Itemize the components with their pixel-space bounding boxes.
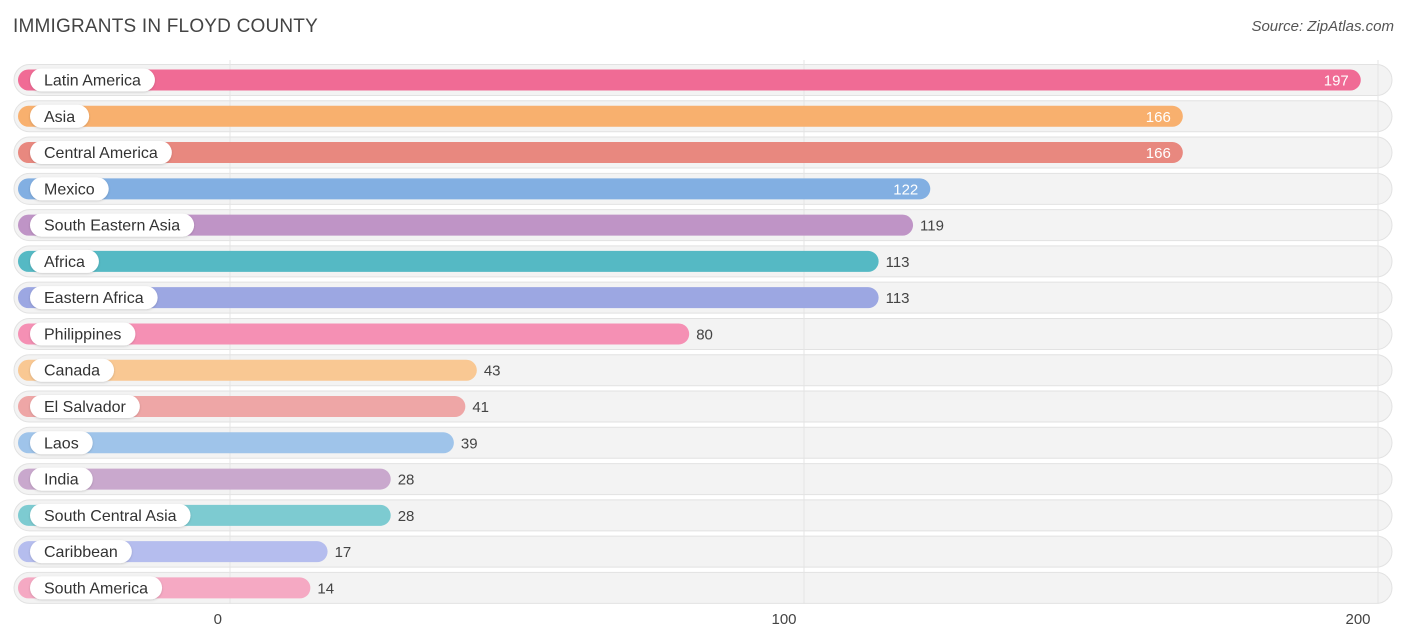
row-track (13, 535, 1393, 568)
bar (18, 142, 1183, 164)
bar (18, 432, 454, 454)
value-label: 80 (696, 326, 713, 343)
category-label: El Salvador (44, 399, 126, 416)
category-label: Africa (44, 254, 85, 271)
value-label: 28 (398, 508, 415, 525)
category-label: Latin America (44, 73, 141, 90)
value-label: 113 (886, 290, 910, 307)
category-label-pill (30, 177, 109, 201)
category-label: Asia (44, 109, 75, 126)
value-label: 113 (886, 254, 910, 271)
bar (18, 287, 879, 309)
value-label: 166 (1146, 145, 1171, 162)
category-label: Mexico (44, 181, 95, 198)
value-label: 119 (920, 218, 944, 235)
value-label: 43 (484, 363, 501, 380)
bar (18, 323, 690, 345)
bar (18, 105, 1183, 127)
category-label-pill (30, 141, 172, 165)
category-label: Central America (44, 145, 158, 162)
category-label: South Central Asia (44, 508, 177, 525)
category-label-pill (30, 249, 99, 273)
category-label-pill (30, 503, 191, 527)
category-label: Caribbean (44, 544, 118, 561)
bar (18, 178, 931, 200)
bar (18, 468, 391, 490)
value-label: 39 (461, 435, 478, 452)
category-label: Laos (44, 435, 79, 452)
bar (18, 250, 879, 272)
category-label-pill (30, 431, 93, 455)
value-label: 122 (893, 181, 918, 198)
category-label-pill (30, 286, 158, 310)
value-label: 14 (317, 580, 334, 597)
category-label: Philippines (44, 326, 121, 343)
category-label: India (44, 472, 79, 489)
category-label-pill (30, 467, 93, 491)
value-label: 166 (1146, 109, 1171, 126)
tick-label: 0 (214, 611, 222, 628)
row-track (13, 571, 1393, 604)
category-label-pill (30, 395, 140, 419)
source-label: Source: ZipAtlas.com (1251, 18, 1394, 35)
category-label: Eastern Africa (44, 290, 144, 307)
category-label-pill (30, 213, 195, 237)
category-label-pill (30, 540, 132, 564)
bar (18, 69, 1361, 91)
value-label: 197 (1324, 73, 1349, 90)
bar (18, 359, 477, 381)
category-label-pill (30, 104, 90, 128)
tick-label: 100 (771, 611, 796, 628)
chart-title: IMMIGRANTS IN FLOYD COUNTY (13, 16, 318, 37)
category-label: Canada (44, 363, 100, 380)
category-label-pill (30, 322, 136, 346)
category-label-pill (30, 68, 155, 92)
category-label: South Eastern Asia (44, 218, 180, 235)
tick-label: 200 (1345, 611, 1370, 628)
category-label-pill (30, 576, 163, 600)
category-label-pill (30, 358, 115, 382)
category-label: South America (44, 580, 148, 597)
bar (18, 214, 914, 236)
value-label: 28 (398, 472, 415, 489)
value-label: 17 (335, 544, 352, 561)
value-label: 41 (472, 399, 489, 416)
